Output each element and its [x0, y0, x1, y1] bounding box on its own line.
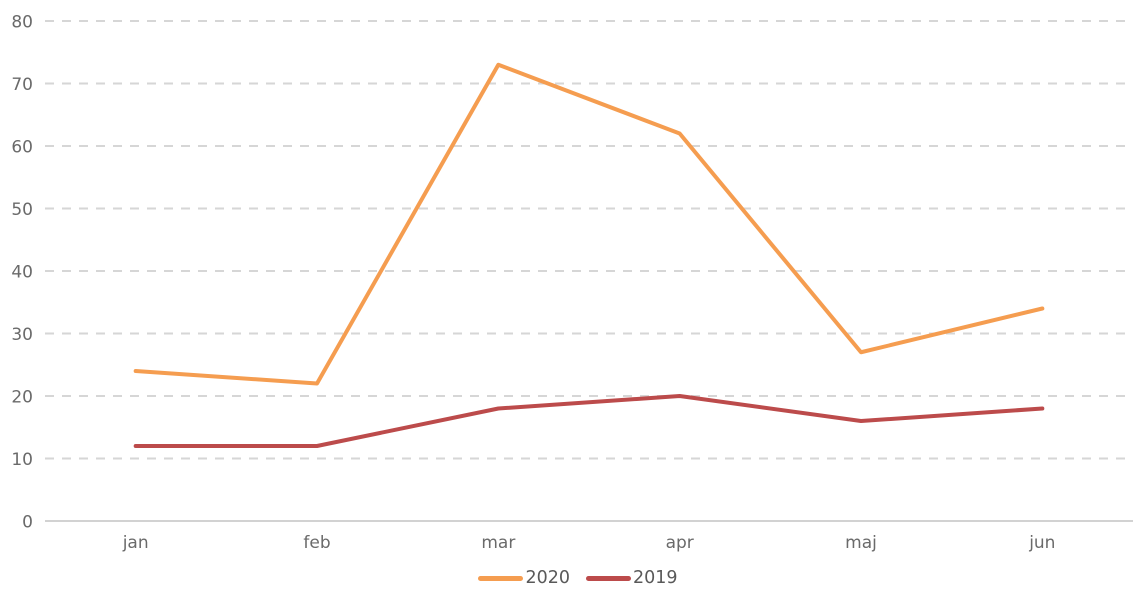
series-line-2019: [133, 394, 1045, 448]
y-tick-label-30: 30: [11, 325, 33, 345]
x-tick-label-maj: maj: [845, 533, 877, 553]
y-tick-label-0: 0: [22, 513, 33, 533]
x-tick-label-jun: jun: [1028, 533, 1055, 553]
y-tick-label-10: 10: [11, 450, 33, 470]
chart-legend: 2020 2019: [0, 566, 1145, 590]
x-tick-label-apr: apr: [666, 533, 694, 553]
legend-item-2020: 2020: [478, 566, 570, 590]
x-tick-label-jan: jan: [122, 533, 149, 553]
legend-label-2019: 2019: [633, 568, 678, 588]
x-tick-label-feb: feb: [303, 533, 330, 553]
legend-swatch-2020-icon: [478, 575, 524, 581]
legend-label-2020: 2020: [525, 568, 570, 588]
legend-swatch-2019-icon: [586, 575, 631, 581]
y-tick-label-80: 80: [11, 13, 33, 33]
line-chart-canvas: 0 10 20 30 40 50 60 70 80 jan feb mar apr maj jun: [11, 13, 1133, 553]
y-tick-label-70: 70: [11, 75, 33, 95]
series-line-2020: [133, 62, 1045, 386]
y-tick-label-20: 20: [11, 388, 33, 408]
y-tick-label-50: 50: [11, 200, 33, 220]
y-tick-label-60: 60: [11, 138, 33, 158]
x-tick-label-mar: mar: [481, 533, 515, 553]
y-tick-label-40: 40: [11, 263, 33, 283]
legend-item-2019: 2019: [586, 566, 678, 590]
